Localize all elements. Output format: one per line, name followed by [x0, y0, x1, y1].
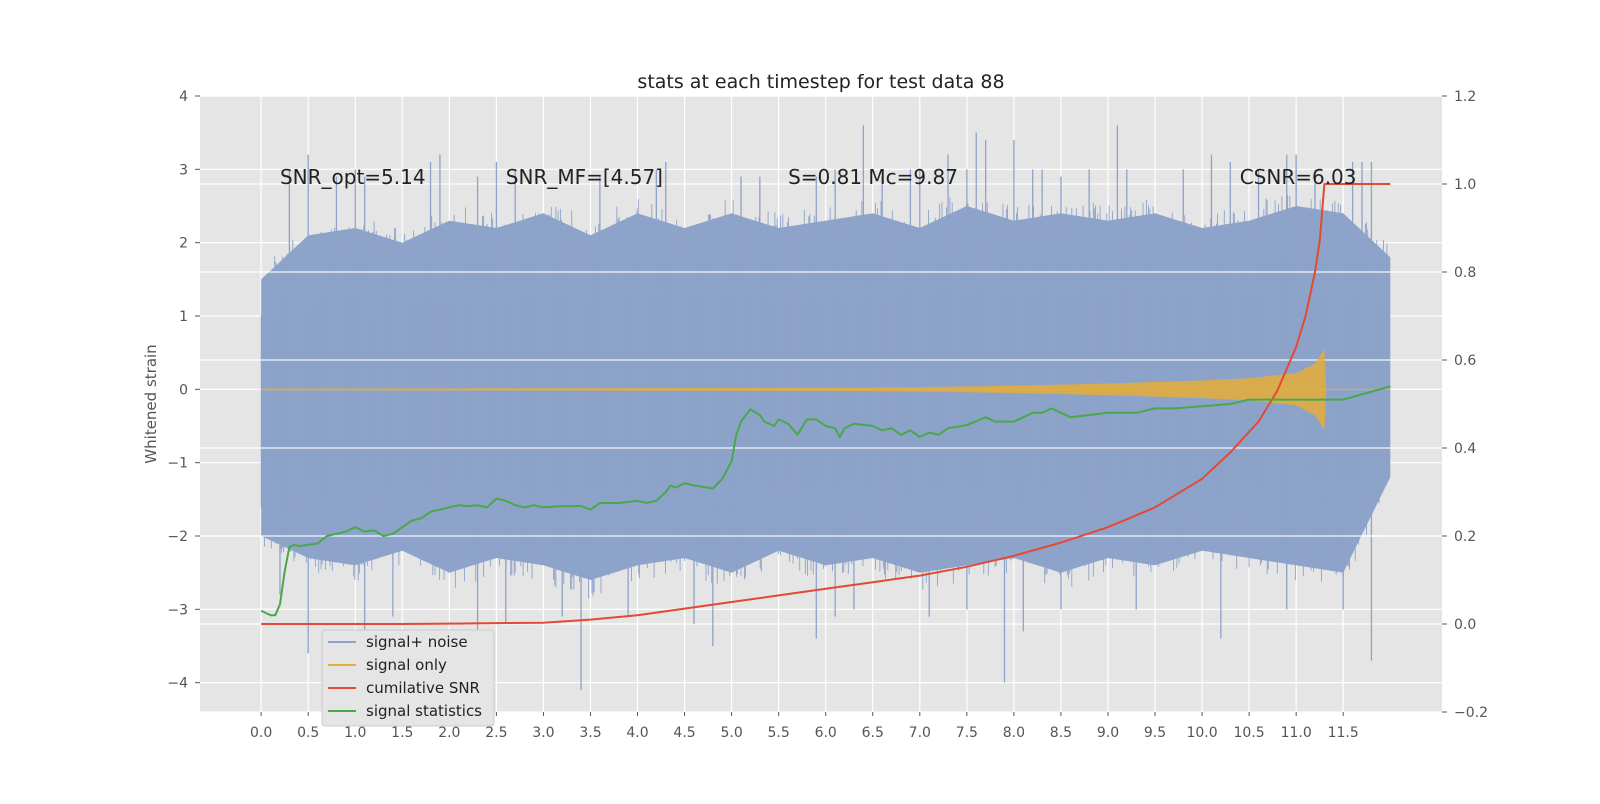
x-tick-label: 3.0	[532, 725, 554, 741]
x-tick-label: 4.0	[626, 725, 648, 741]
y2-tick-label: 0.2	[1454, 529, 1476, 545]
y-tick-label: 1	[179, 309, 188, 325]
x-tick-label: 11.0	[1281, 725, 1312, 741]
y-tick-label: 4	[179, 89, 188, 105]
noise-band	[260, 125, 1391, 690]
x-tick-label: 5.0	[720, 725, 742, 741]
x-tick-label: 7.0	[909, 725, 931, 741]
legend: signal+ noise signal only cumilative SNR si…	[321, 629, 495, 727]
signal-statistics-line	[260, 385, 1391, 617]
tick-labels: 0.0 0.5 1.0 1.5 2.0 2.5 3.0 3.5 4.0 4.5 5.0 5.5 6.0 6…	[167, 89, 1488, 741]
x-tick-label: 0.0	[250, 725, 272, 741]
y-tick-label: 2	[179, 236, 188, 252]
cumulative-snr-line	[261, 183, 1391, 625]
annotation-snr-mf: SNR_MF=[4.57]	[506, 165, 663, 189]
x-tick-label: 7.5	[956, 725, 978, 741]
x-tick-label: 6.0	[815, 725, 837, 741]
x-tick-label: 10.5	[1234, 725, 1265, 741]
chart-title: stats at each timestep for test data 88	[637, 71, 1004, 93]
y-tick-label: −2	[167, 529, 188, 545]
y-tick-label: 3	[179, 162, 188, 178]
x-tick-label: 6.5	[862, 725, 884, 741]
annotation-csnr: CSNR=6.03	[1240, 165, 1357, 189]
x-tick-label: 5.5	[768, 725, 790, 741]
y2-tick-label: 0.4	[1454, 441, 1476, 457]
annotation-s-mc: S=0.81 Mc=9.87	[788, 165, 958, 189]
y2-tick-label: 0.6	[1454, 353, 1476, 369]
x-tick-label: 3.5	[579, 725, 601, 741]
x-tick-label: 2.0	[438, 725, 460, 741]
y2-tick-label: 0.8	[1454, 265, 1476, 281]
y-tick-label: −3	[167, 602, 188, 618]
y2-tick-label: −0.2	[1454, 705, 1488, 721]
x-tick-label: 4.5	[673, 725, 695, 741]
annotation-snr-opt: SNR_opt=5.14	[280, 165, 426, 189]
line-series	[260, 183, 1391, 625]
x-tick-label: 0.5	[297, 725, 319, 741]
y-tick-label: 0	[179, 382, 188, 398]
legend-label: signal+ noise	[366, 633, 468, 651]
x-tick-label: 2.5	[485, 725, 507, 741]
legend-label: signal only	[366, 656, 447, 674]
annotations: SNR_opt=5.14 SNR_MF=[4.57] S=0.81 Mc=9.87 C…	[280, 165, 1357, 189]
legend-box	[321, 629, 495, 727]
legend-label: cumilative SNR	[366, 679, 480, 697]
y-tick-label: −1	[167, 456, 188, 472]
x-tick-label: 8.5	[1050, 725, 1072, 741]
y2-tick-label: 0.0	[1454, 617, 1476, 633]
x-tick-label: 8.0	[1003, 725, 1025, 741]
x-tick-label: 1.0	[344, 725, 366, 741]
x-tick-label: 9.5	[1144, 725, 1166, 741]
x-tick-label: 9.0	[1097, 725, 1119, 741]
x-tick-label: 1.5	[391, 725, 413, 741]
y-tick-label: −4	[167, 676, 188, 692]
y2-tick-label: 1.0	[1454, 177, 1476, 193]
x-tick-label: 10.0	[1186, 725, 1217, 741]
x-tick-label: 11.5	[1328, 725, 1359, 741]
y-axis-label: Whitened strain	[142, 344, 160, 463]
legend-label: signal statistics	[366, 702, 482, 720]
y2-tick-label: 1.2	[1454, 89, 1476, 105]
